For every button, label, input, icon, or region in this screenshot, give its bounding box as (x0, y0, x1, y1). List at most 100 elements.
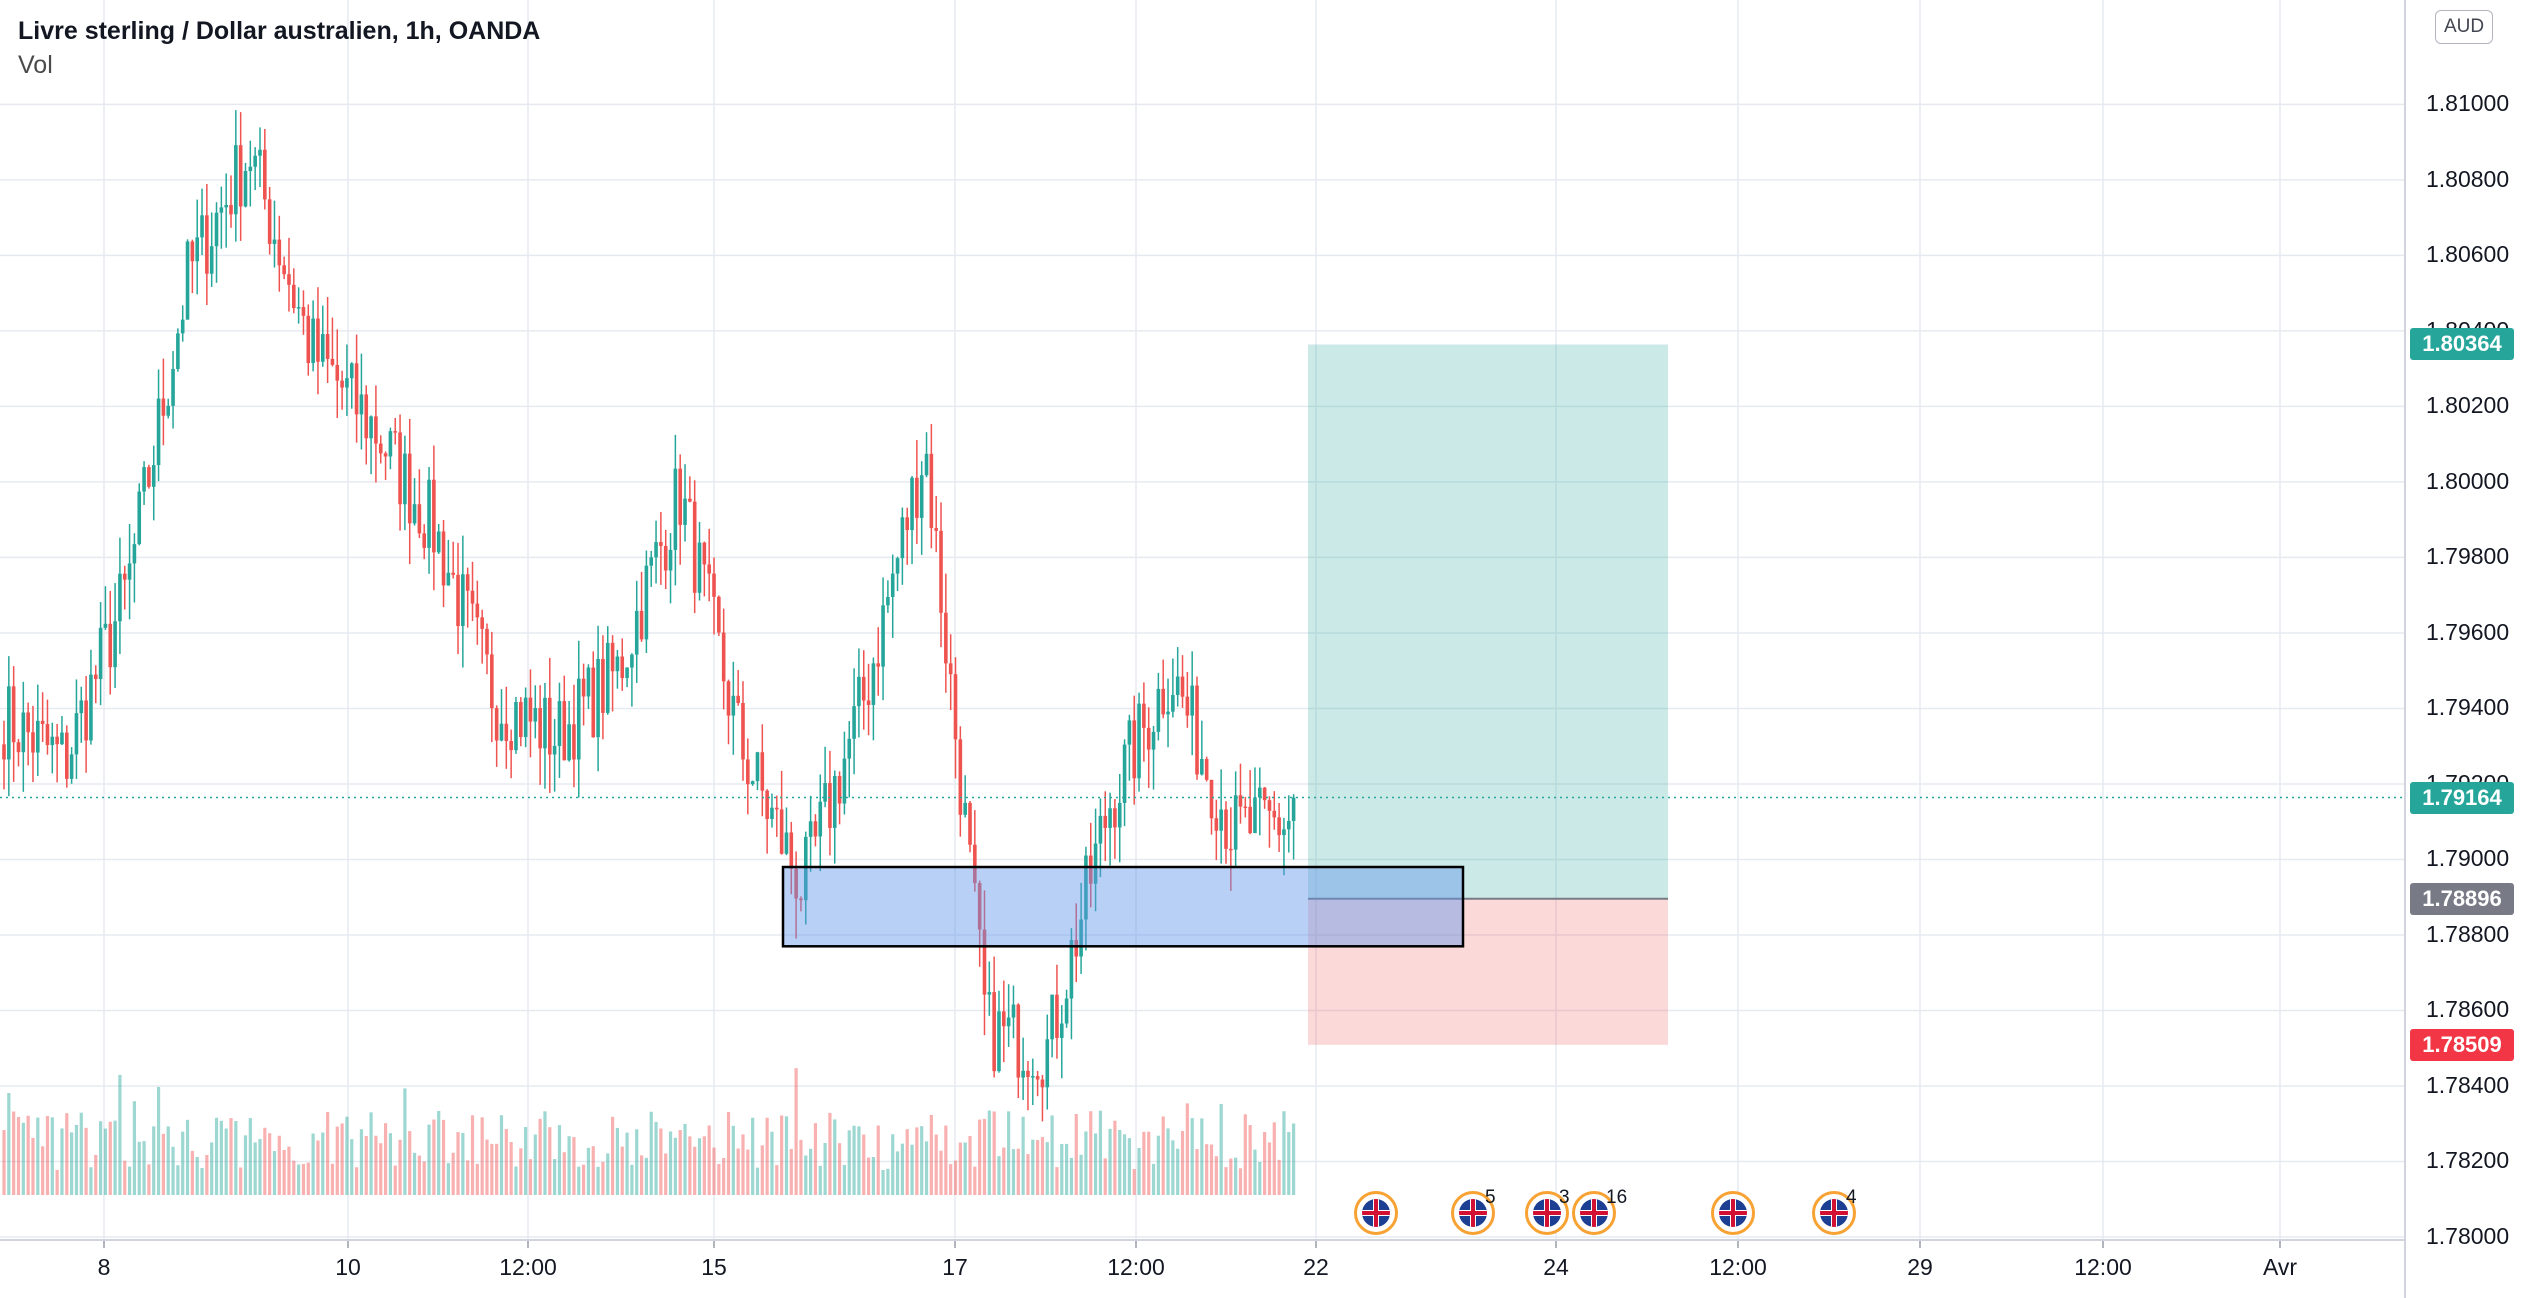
candle-body (417, 504, 422, 534)
volume-bar (1026, 1154, 1030, 1195)
candle-body (171, 369, 175, 406)
volume-bar (1234, 1157, 1238, 1195)
uk-event-flag-icon[interactable] (1572, 1191, 1616, 1235)
uk-event-flag-icon[interactable] (1812, 1191, 1856, 1235)
candle-body (924, 453, 929, 476)
candle-body (654, 542, 658, 558)
candle-body (1243, 806, 1248, 809)
candle-body (26, 712, 30, 733)
time-tick-label: 8 (97, 1254, 111, 1280)
uk-event-flag-icon[interactable] (1711, 1191, 1755, 1235)
loss-zone[interactable] (1308, 898, 1668, 1045)
candle-body (808, 821, 813, 837)
uk-flag-icon (1362, 1199, 1390, 1227)
volume-bar (813, 1123, 818, 1195)
candle-body (69, 754, 74, 779)
volume-bar (910, 1144, 914, 1195)
candle-body (422, 533, 427, 548)
volume-bar (26, 1115, 30, 1195)
candle-body (1195, 685, 1199, 775)
volume-bar (398, 1139, 402, 1195)
candle-body (340, 380, 344, 388)
candle-body (108, 623, 113, 668)
candle-body (1021, 1070, 1025, 1078)
volume-bar (229, 1118, 233, 1195)
volume-bar (243, 1135, 248, 1195)
volume-bar (770, 1131, 774, 1195)
candle-body (45, 724, 50, 746)
volume-indicator-label[interactable]: Vol (18, 51, 53, 79)
volume-bar (181, 1131, 185, 1195)
candle-body (1103, 815, 1108, 828)
candle-body (929, 453, 934, 529)
volume-bar (1089, 1111, 1093, 1195)
candle-body (1161, 688, 1165, 715)
uk-event-flag-icon[interactable] (1525, 1191, 1569, 1235)
volume-bar (103, 1128, 108, 1195)
candle-body (432, 479, 436, 553)
candle-body (586, 667, 591, 697)
candle-body (480, 617, 484, 629)
candle-body (886, 596, 890, 606)
entry-price-tag: 1.78896 (2410, 882, 2514, 915)
candle-body (958, 739, 963, 815)
volume-bar (577, 1166, 581, 1195)
candle-body (219, 207, 224, 213)
uk-event-flag-icon[interactable] (1354, 1191, 1398, 1235)
candle-body (306, 315, 311, 364)
candle-body (64, 732, 69, 779)
volume-bar (524, 1127, 528, 1195)
candle-body (852, 706, 856, 739)
volume-bar (422, 1161, 426, 1195)
volume-bar (16, 1117, 21, 1195)
candle-body (982, 929, 987, 995)
price-tick-label: 1.80800 (2426, 165, 2510, 192)
candle-body (50, 736, 55, 746)
volume-bar (929, 1114, 933, 1195)
candle-body (1055, 994, 1059, 1038)
volume-bar (862, 1134, 866, 1195)
volume-bar (258, 1138, 262, 1195)
volume-bar (973, 1166, 977, 1195)
volume-bar (1267, 1142, 1272, 1195)
volume-bar (1253, 1149, 1257, 1195)
volume-bar (326, 1111, 330, 1195)
symbol-title[interactable]: Livre sterling / Dollar australien, 1h, … (18, 17, 541, 45)
price-tick-label: 1.79800 (2426, 543, 2510, 570)
candle-body (243, 171, 248, 207)
candle-body (21, 712, 26, 753)
volume-bar (693, 1146, 697, 1195)
candle-body (113, 621, 117, 668)
candle-body (89, 674, 93, 741)
volume-bar (1069, 1157, 1074, 1195)
volume-bar (354, 1167, 359, 1195)
price-tick-label: 1.80600 (2426, 241, 2510, 268)
candle-body (205, 215, 209, 274)
volume-bar (722, 1157, 726, 1195)
volume-bar (195, 1156, 199, 1195)
volume-bar (775, 1165, 779, 1195)
volume-bar (610, 1116, 615, 1195)
volume-bar (1156, 1135, 1160, 1195)
currency-button[interactable]: AUD (2435, 10, 2493, 44)
support-zone-rectangle[interactable] (781, 865, 1465, 948)
volume-bar (688, 1136, 692, 1195)
volume-bar (350, 1139, 354, 1195)
volume-bar (1045, 1142, 1049, 1195)
volume-bar (553, 1159, 557, 1195)
profit-zone[interactable] (1308, 344, 1668, 899)
current-price-tag: 1.79164 (2410, 781, 2514, 814)
candle-body (620, 656, 625, 679)
volume-bar (132, 1101, 137, 1195)
volume-bar (881, 1169, 885, 1195)
volume-bar (219, 1120, 223, 1195)
uk-event-flag-icon[interactable] (1451, 1191, 1495, 1235)
volume-bar (533, 1134, 537, 1195)
candle-body (1272, 810, 1277, 818)
candle-body (277, 239, 282, 266)
volume-bar (1151, 1163, 1156, 1195)
volume-bar (1180, 1131, 1185, 1195)
volume-bar (982, 1118, 987, 1195)
candle-body (992, 992, 996, 1072)
